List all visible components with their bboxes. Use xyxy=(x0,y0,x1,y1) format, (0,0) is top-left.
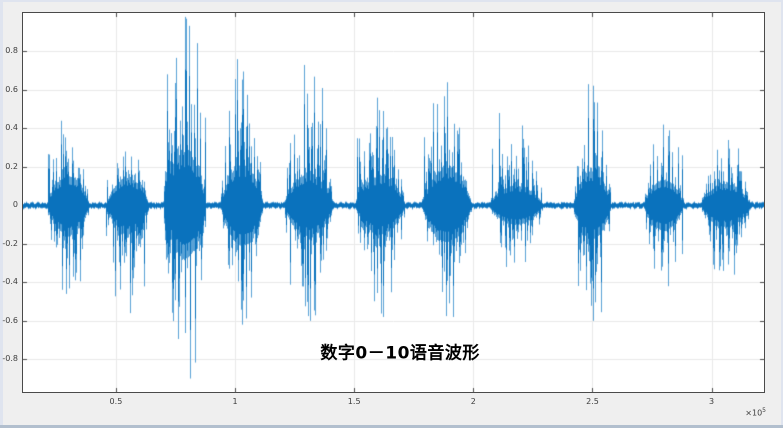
x-tick-label: 0.5 xyxy=(109,397,123,406)
x-tick-label: 1 xyxy=(232,397,238,406)
waveform-canvas xyxy=(23,13,764,392)
exponent-base-text: ×10 xyxy=(745,408,763,418)
y-tick-label: -0.2 xyxy=(2,238,18,248)
window-bottom-border xyxy=(0,425,783,428)
axes-plot-area: 数字0－10语音波形 ×105 0.5 1 1.5 2 2.5 3 0.8 0.6 0.4 0.2… xyxy=(2,12,766,417)
x-tick-label: 2 xyxy=(470,397,476,406)
y-tick-label: -0.4 xyxy=(2,277,18,287)
x-tick-label: 2.5 xyxy=(586,397,599,406)
window-border-left xyxy=(0,0,3,428)
window-border-right xyxy=(781,0,783,428)
y-tick-label: 0.2 xyxy=(5,161,18,171)
y-tick-label: -0.8 xyxy=(2,354,18,364)
y-tick-label: 0 xyxy=(12,200,18,210)
plot-title-annotation: 数字0－10语音波形 xyxy=(320,343,480,364)
window-border-top xyxy=(0,0,783,2)
y-tick-label: 0.6 xyxy=(5,84,18,94)
y-tick-label: 0.8 xyxy=(5,46,18,56)
x-tick-label: 1.5 xyxy=(347,397,361,406)
y-tick-label: 0.4 xyxy=(5,123,18,133)
x-tick-label: 3 xyxy=(709,397,715,406)
x-axis-exponent-label: ×105 xyxy=(745,407,766,418)
y-tick-label: -0.6 xyxy=(2,315,18,325)
exponent-power-text: 5 xyxy=(762,407,766,414)
